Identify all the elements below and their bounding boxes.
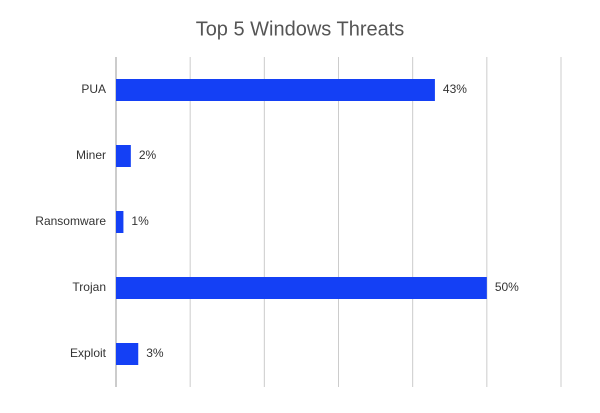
bar (116, 343, 139, 365)
y-tick-label: Miner (76, 148, 106, 162)
y-tick-label: PUA (81, 82, 106, 96)
bar (116, 211, 124, 233)
data-label: 1% (131, 214, 149, 228)
data-label: 43% (443, 82, 467, 96)
y-tick-label: Ransomware (35, 214, 106, 228)
bar (116, 277, 487, 299)
bar (116, 79, 435, 101)
bar (116, 145, 131, 167)
data-label: 3% (146, 346, 164, 360)
data-label: 50% (495, 280, 519, 294)
y-tick-label: Trojan (72, 280, 106, 294)
y-tick-label: Exploit (70, 346, 107, 360)
chart-title: Top 5 Windows Threats (196, 18, 405, 40)
data-label: 2% (139, 148, 157, 162)
